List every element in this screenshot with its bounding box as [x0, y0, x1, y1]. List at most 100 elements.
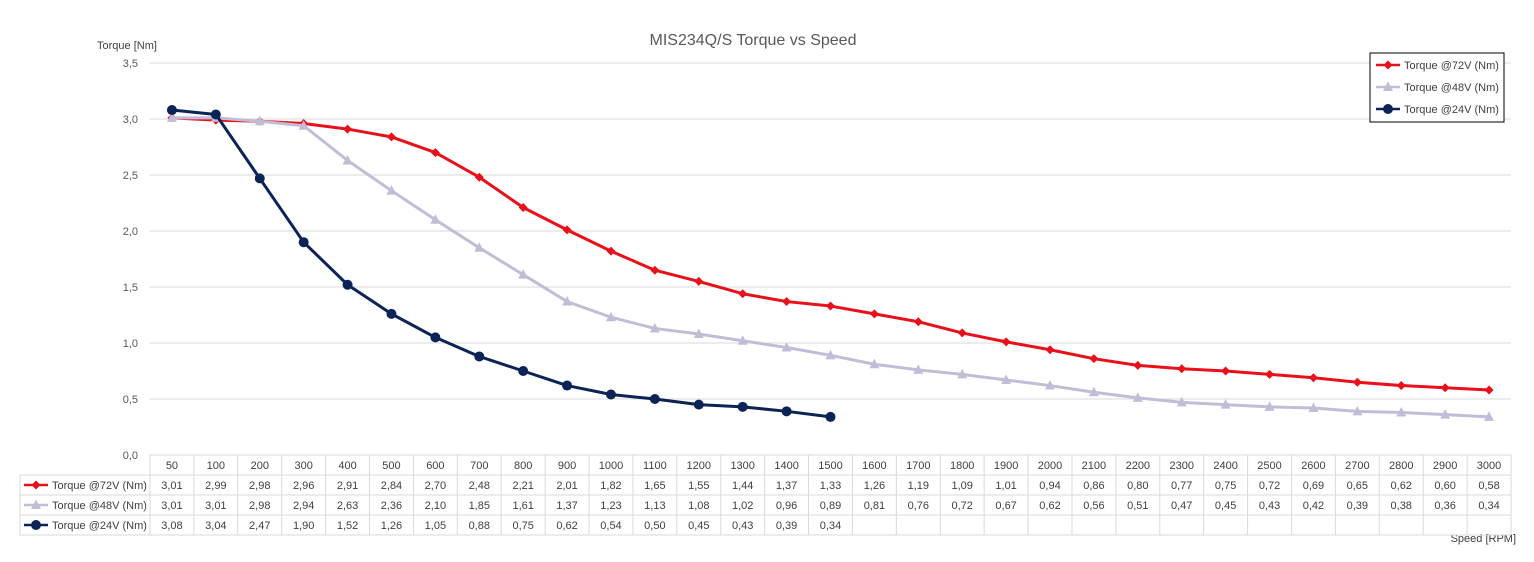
- table-cell: 0,39: [1347, 500, 1368, 512]
- data-point: [781, 406, 792, 417]
- table-cell: 1,44: [732, 480, 753, 492]
- data-point: [1089, 354, 1099, 364]
- table-cell: 1,52: [337, 520, 358, 532]
- x-tick-label: 200: [251, 460, 269, 472]
- table-cell: 0,45: [688, 520, 709, 532]
- data-point: [562, 380, 573, 391]
- y-tick-label: 0,5: [123, 394, 138, 406]
- x-tick-label: 2000: [1038, 460, 1062, 472]
- data-point: [606, 246, 616, 256]
- data-point: [386, 308, 397, 319]
- table-cell: 1,26: [381, 520, 402, 532]
- y-tick-labels: 0,0 0,5 1,0 1,5 2,0 2,5 3,0 3,5: [123, 58, 138, 462]
- data-point: [343, 124, 353, 134]
- data-point: [826, 301, 835, 311]
- table-cell: 0,89: [820, 500, 841, 512]
- x-tick-label: 2500: [1257, 460, 1281, 472]
- x-tick-label: 1100: [643, 460, 667, 472]
- table-cell: 3,04: [205, 520, 226, 532]
- x-tick-label: 900: [558, 460, 576, 472]
- table-cell: 0,60: [1434, 480, 1455, 492]
- legend-entry: Torque @24V (Nm): [1404, 104, 1499, 116]
- data-point: [1220, 399, 1231, 409]
- data-point: [913, 364, 924, 374]
- x-tick-label: 1000: [599, 460, 623, 472]
- table-cell: 0,94: [1039, 480, 1060, 492]
- data-point: [518, 366, 529, 376]
- table-cell: 0,62: [1039, 500, 1060, 512]
- y-tick-label: 1,0: [123, 338, 138, 350]
- x-tick-label: 300: [294, 460, 312, 472]
- table-cell: 1,02: [732, 500, 753, 512]
- data-point: [518, 269, 529, 279]
- table-cell: 0,43: [1259, 500, 1280, 512]
- series-line: [170, 116, 1491, 419]
- x-tick-label: 1300: [730, 460, 754, 472]
- table-cell: 0,77: [1171, 480, 1192, 492]
- x-tick-label: 400: [338, 460, 356, 472]
- table-cell: 0,62: [556, 520, 577, 532]
- y-tick-label: 3,0: [123, 114, 138, 126]
- table-cell: 1,65: [644, 480, 665, 492]
- legend: Torque @72V (Nm) Torque @48V (Nm) Torque @…: [1369, 52, 1505, 123]
- gridlines: [150, 62, 1511, 456]
- table-cell: 2,70: [425, 480, 446, 492]
- table-cell: 1,19: [908, 480, 929, 492]
- data-point: [298, 120, 309, 130]
- series-group: [166, 105, 1495, 422]
- legend-marker: [1383, 81, 1393, 91]
- data-point: [1001, 374, 1012, 384]
- chart-title: MIS234Q/S Torque vs Speed: [650, 32, 857, 49]
- data-point: [1396, 381, 1406, 391]
- x-tick-label: 2900: [1433, 460, 1457, 472]
- data-table: 50 100 200 300 400 500 600 700 800 900 1000 1100 120…: [19, 454, 1512, 536]
- table-cell: 0,56: [1083, 500, 1104, 512]
- data-point: [562, 296, 573, 306]
- table-cell: 2,98: [249, 480, 270, 492]
- x-tick-label: 2800: [1389, 460, 1413, 472]
- table-cell: 0,80: [1127, 480, 1148, 492]
- table-cell: 0,34: [1478, 500, 1499, 512]
- data-point: [649, 322, 660, 333]
- table-cell: 2,91: [337, 480, 358, 492]
- data-point: [693, 399, 704, 410]
- series-2: [166, 112, 1495, 421]
- table-cell: 1,13: [644, 500, 665, 512]
- table-cell: 2,63: [337, 500, 358, 512]
- data-point: [1352, 377, 1362, 387]
- table-cell: 3,01: [205, 500, 226, 512]
- data-point: [1088, 386, 1099, 397]
- table-legend-marker: [31, 520, 41, 530]
- table-cell: 2,48: [469, 480, 490, 492]
- data-point: [1308, 373, 1318, 383]
- table-cell: 3,01: [161, 500, 182, 512]
- table-cell: 3,01: [161, 480, 182, 492]
- data-point: [562, 225, 572, 235]
- table-cell: 1,85: [469, 500, 490, 512]
- table-cell: 1,90: [293, 520, 314, 532]
- data-point: [737, 335, 748, 345]
- table-cell: 2,01: [556, 480, 577, 492]
- data-point: [869, 309, 879, 319]
- table-cell: 1,33: [820, 480, 841, 492]
- data-point: [957, 328, 967, 338]
- x-tick-label: 2700: [1345, 460, 1369, 472]
- table-series-name: Torque @24V (Nm): [52, 520, 147, 532]
- data-point: [430, 148, 440, 158]
- data-point: [605, 389, 616, 400]
- data-point: [825, 411, 836, 422]
- x-tick-label: 600: [426, 460, 444, 472]
- table-cell: 1,05: [425, 520, 446, 532]
- data-point: [166, 105, 177, 116]
- x-tick-label: 2200: [1126, 460, 1150, 472]
- data-point: [1045, 345, 1055, 355]
- x-tick-label: 100: [207, 460, 225, 472]
- data-point: [1221, 366, 1231, 376]
- data-point: [1132, 392, 1143, 402]
- x-tick-label: 1900: [994, 460, 1018, 472]
- x-axis-label: Speed [RPM]: [1451, 533, 1516, 545]
- data-point: [342, 154, 353, 165]
- data-point: [1176, 396, 1187, 407]
- table-cell: 0,86: [1083, 480, 1104, 492]
